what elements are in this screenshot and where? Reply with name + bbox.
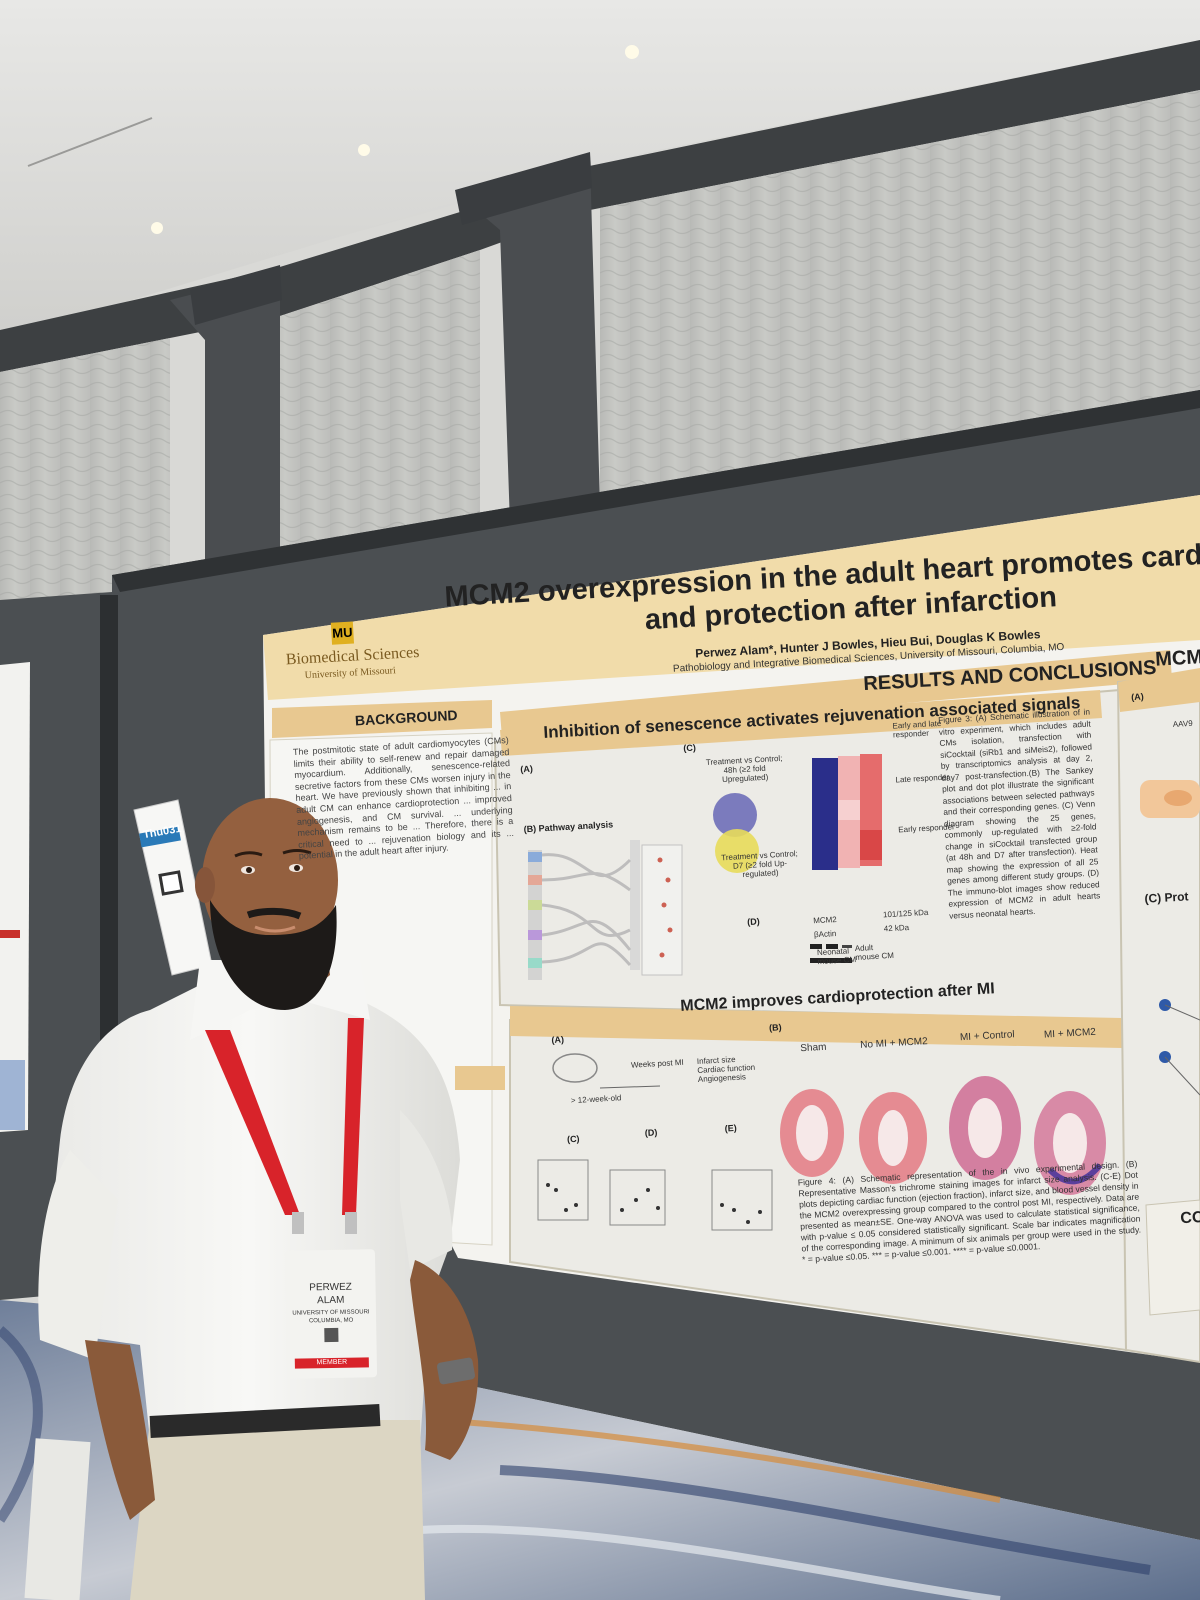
logo-name: Biomedical Sciences: [285, 643, 420, 669]
conclusion-header: CON: [1179, 1208, 1200, 1228]
background-text: The postmitotic state of adult cardiomyo…: [292, 735, 515, 862]
s2-panel-d: (D): [644, 1127, 658, 1139]
badge-qr: [324, 1327, 339, 1343]
wallpaper: [0, 90, 1200, 620]
blot-mcm2: MCM2: [812, 914, 837, 926]
heart-label-1: Sham: [800, 1041, 827, 1055]
venn-top-label: Treatment vs Control; 48h (≥2 fold Upreg…: [705, 753, 783, 785]
right-column-header: MCM: [1154, 646, 1200, 671]
badge-first-name: PERWEZ: [309, 1281, 352, 1294]
section2-figures: [537, 1053, 1106, 1231]
badge-member-tag: MEMBER: [294, 1357, 369, 1369]
section2-title: MCM2 improves cardioprotection after MI: [679, 980, 996, 1015]
figure3-caption: Figure 3: (A) Schematic illustration of …: [937, 706, 1101, 921]
s2-panel-b: (B): [768, 1022, 782, 1033]
section1-figures: [528, 754, 882, 980]
right-aav: AAV9: [1172, 718, 1193, 729]
blot-kda2: 42 kDa: [883, 922, 910, 934]
badge-city: COLUMBIA, MO: [308, 1317, 354, 1325]
left-poster-edge: [0, 662, 30, 1132]
s1-panel-a: (A): [520, 763, 534, 775]
figure4-caption: Figure 4: (A) Schematic representation o…: [797, 1158, 1142, 1265]
heart-label-4: MI + MCM2: [1043, 1026, 1097, 1041]
university-logo: MU: [330, 621, 355, 645]
badge-last-name: ALAM: [317, 1294, 345, 1307]
blot-kda1: 101/125 kDa: [882, 907, 929, 920]
logo-subtitle: University of Missouri: [304, 665, 397, 682]
badge-org: UNIVERSITY OF MISSOURI: [292, 1309, 370, 1317]
s1-panel-b: (B) Pathway analysis: [523, 819, 614, 835]
heart-label-2: No MI + MCM2: [859, 1036, 928, 1051]
s2-panel-c: (C): [566, 1133, 580, 1145]
heart-label-3: MI + Control: [959, 1029, 1015, 1044]
right-panel-c: (C) Prot: [1144, 889, 1189, 906]
name-badge: PERWEZ ALAM UNIVERSITY OF MISSOURI COLUM…: [284, 1249, 378, 1379]
right-panel-a: (A): [1130, 691, 1144, 703]
blot-bactin: βActin: [813, 929, 837, 940]
s2-panel-e: (E): [724, 1122, 737, 1134]
background-header: BACKGROUND: [354, 706, 458, 729]
poster-tube: [24, 1438, 91, 1600]
weeks-post-mi: Weeks post MI: [630, 1057, 684, 1070]
crown-molding: [0, 40, 1200, 372]
readouts: Infarct size Cardiac function Angiogenes…: [696, 1054, 756, 1084]
poster-content: MU Biomedical Sciences University of Mis…: [270, 466, 1200, 1338]
s1-panel-c: (C): [683, 742, 697, 754]
s1-panel-d: (D): [746, 916, 760, 927]
blot-neonatal: Neonatal mouse CM: [816, 946, 857, 967]
venn-bottom-label: Treatment vs Control; D7 (≥2 fold Up-reg…: [720, 849, 799, 880]
wall-pillars: [170, 152, 600, 580]
heart-sections: [780, 1076, 1106, 1195]
mouse-age: > 12-week-old: [570, 1093, 622, 1106]
s2-panel-a: (A): [551, 1034, 565, 1046]
blot-adult: Adult mouse CM: [854, 943, 895, 963]
